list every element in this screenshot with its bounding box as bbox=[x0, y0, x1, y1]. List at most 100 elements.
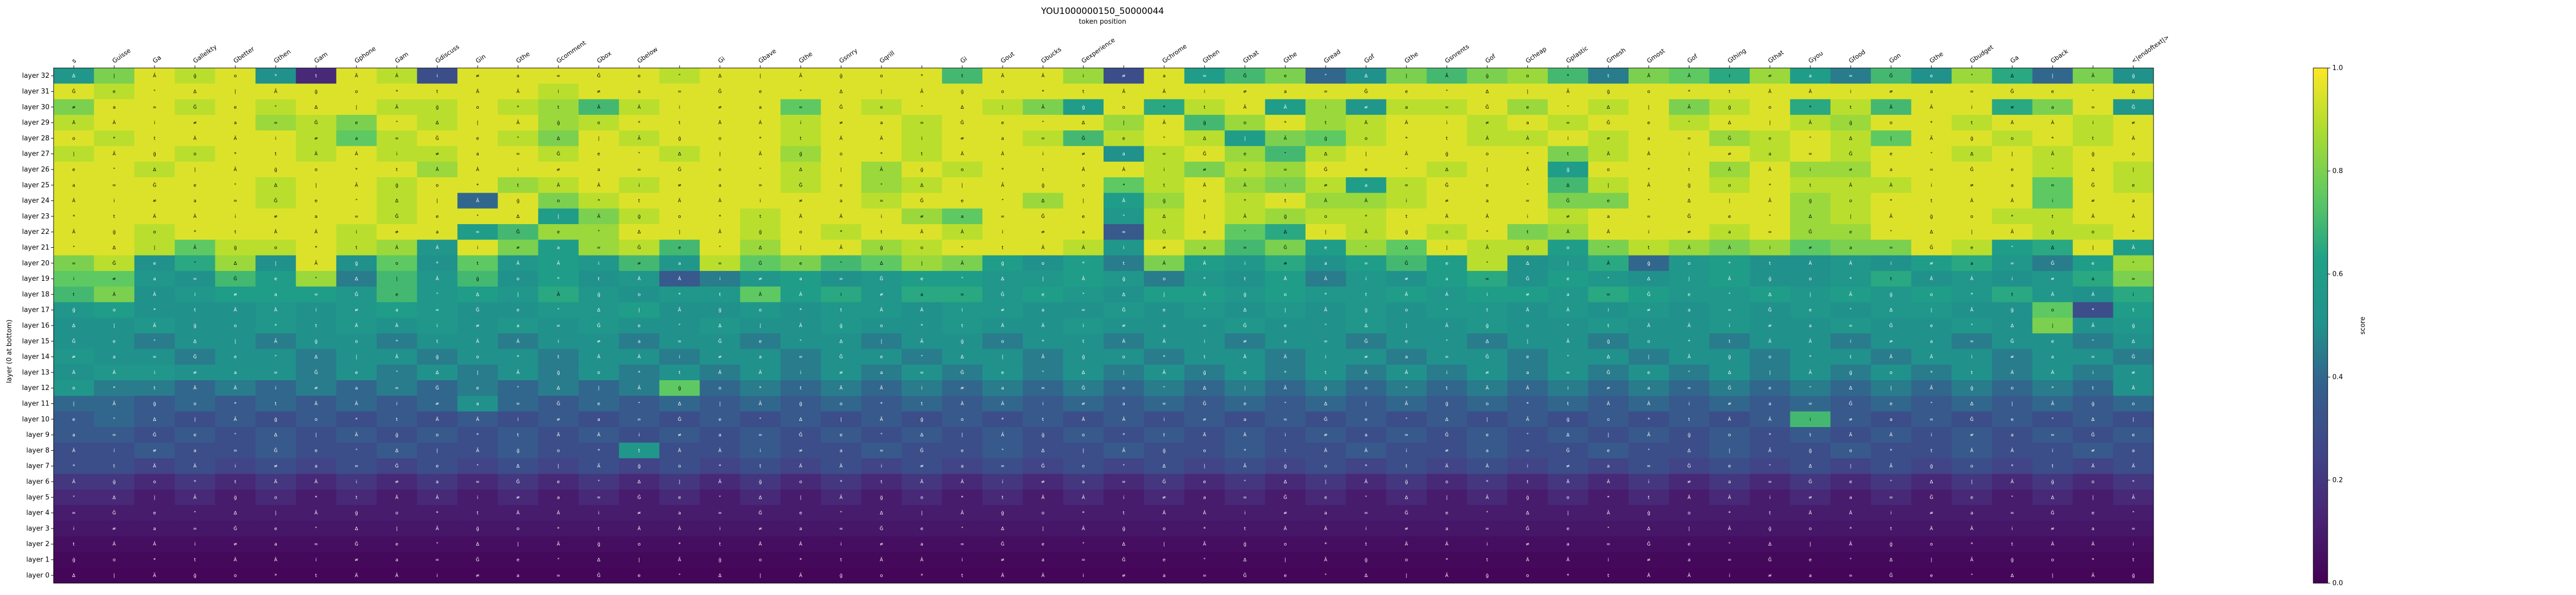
heatmap-cell bbox=[1225, 208, 1266, 225]
cell-token-glyph: Ğ bbox=[1889, 73, 1893, 79]
cell-token-glyph: t bbox=[396, 167, 398, 173]
cell-token-glyph: t bbox=[638, 199, 640, 204]
cell-token-glyph: Â bbox=[961, 229, 964, 235]
cell-token-glyph: = bbox=[2050, 433, 2055, 438]
cell-token-glyph: " bbox=[1325, 74, 1327, 79]
cell-token-glyph: ≠ bbox=[476, 74, 480, 79]
heatmap-cell bbox=[1427, 83, 1467, 100]
heatmap-cell bbox=[1225, 146, 1266, 162]
cell-token-glyph: * bbox=[275, 573, 277, 579]
cell-token-glyph: " bbox=[1850, 308, 1852, 313]
cell-token-glyph: ≠ bbox=[1687, 480, 1691, 485]
cell-token-glyph: ğ bbox=[597, 292, 600, 297]
cell-token-glyph: Ä bbox=[1162, 511, 1166, 516]
cell-token-glyph: Ğ bbox=[1283, 494, 1287, 500]
heatmap-cell bbox=[1952, 99, 1992, 115]
cell-token-glyph: Ä bbox=[1566, 479, 1570, 485]
heatmap-cell bbox=[1830, 208, 1871, 225]
cell-token-glyph: i bbox=[1809, 167, 1811, 173]
cell-token-glyph: i bbox=[2052, 199, 2054, 204]
cell-token-glyph: " bbox=[598, 230, 600, 235]
cell-token-glyph: | bbox=[880, 89, 882, 94]
cell-token-glyph: * bbox=[1607, 495, 1610, 500]
cell-token-glyph: ∆ bbox=[2050, 495, 2055, 500]
cell-token-glyph: Ğ bbox=[920, 198, 924, 204]
heatmap-cell bbox=[1063, 114, 1104, 131]
cell-token-glyph: ∆ bbox=[1364, 74, 1368, 79]
cell-token-glyph: | bbox=[2092, 495, 2094, 500]
cell-token-glyph: i bbox=[1729, 573, 1731, 579]
cell-token-glyph: a bbox=[557, 495, 560, 500]
cell-token-glyph: e bbox=[840, 433, 843, 438]
cell-token-glyph: ğ bbox=[1405, 480, 1408, 485]
cell-token-glyph: | bbox=[679, 230, 680, 235]
cell-token-glyph: Ä bbox=[839, 135, 843, 141]
heatmap-cell bbox=[1467, 114, 1508, 131]
cell-token-glyph: ğ bbox=[1526, 245, 1529, 250]
cell-token-glyph: ∆ bbox=[1162, 464, 1166, 469]
cell-token-glyph: a bbox=[719, 433, 722, 438]
heatmap-cell bbox=[1104, 114, 1144, 131]
heatmap-cell bbox=[255, 177, 296, 193]
heatmap-cell bbox=[255, 193, 296, 209]
cell-token-glyph: e bbox=[557, 480, 560, 485]
cell-token-glyph: * bbox=[1365, 464, 1367, 469]
cell-token-glyph: a bbox=[315, 214, 318, 219]
heatmap-cell bbox=[1669, 114, 1710, 131]
cell-token-glyph: ∆ bbox=[1243, 558, 1247, 563]
cell-token-glyph: e bbox=[597, 152, 600, 157]
cell-token-glyph: Â bbox=[1768, 166, 1772, 173]
cell-token-glyph: i bbox=[1406, 199, 1408, 204]
cell-token-glyph: t bbox=[719, 292, 721, 297]
heatmap-cell bbox=[457, 193, 498, 209]
heatmap-cell bbox=[377, 224, 417, 240]
cell-token-glyph: Â bbox=[274, 307, 278, 313]
heatmap-cell bbox=[982, 99, 1023, 115]
heatmap-cell bbox=[54, 114, 94, 131]
cell-token-glyph: e bbox=[719, 167, 722, 173]
cell-token-glyph: " bbox=[1890, 230, 1892, 235]
cell-token-glyph: a bbox=[840, 448, 843, 453]
cell-token-glyph: Â bbox=[1364, 447, 1368, 453]
cell-token-glyph: * bbox=[154, 308, 156, 313]
heatmap-cell bbox=[942, 99, 983, 115]
cell-token-glyph: " bbox=[2052, 167, 2054, 173]
cell-token-glyph: = bbox=[799, 105, 803, 110]
cell-token-glyph: ≠ bbox=[354, 308, 359, 313]
cell-token-glyph: ∆ bbox=[274, 433, 278, 438]
heatmap-cell bbox=[336, 130, 377, 147]
cell-token-glyph: Ã bbox=[718, 479, 722, 485]
cell-token-glyph: t bbox=[1728, 89, 1731, 94]
cell-token-glyph: i bbox=[2052, 448, 2054, 453]
y-tick-label: layer 23 bbox=[22, 213, 49, 220]
heatmap-cell bbox=[619, 99, 660, 115]
cell-token-glyph: " bbox=[396, 121, 398, 126]
heatmap-cell bbox=[821, 177, 862, 193]
cell-token-glyph: Â bbox=[920, 557, 924, 563]
heatmap-cell bbox=[902, 130, 942, 147]
cell-token-glyph: e bbox=[315, 199, 318, 204]
cell-token-glyph: Ã bbox=[1930, 385, 1934, 391]
cell-token-glyph: Â bbox=[234, 135, 238, 141]
cell-token-glyph: t bbox=[1244, 277, 1246, 282]
cell-token-glyph: ğ bbox=[1930, 214, 1933, 219]
cell-token-glyph: ≠ bbox=[1687, 230, 1691, 235]
cell-token-glyph: * bbox=[557, 526, 560, 532]
cell-token-glyph: " bbox=[73, 495, 75, 500]
cell-token-glyph: " bbox=[1325, 573, 1327, 579]
heatmap-cell bbox=[1629, 99, 1669, 115]
cell-token-glyph: t bbox=[880, 480, 883, 485]
cell-token-glyph: Ğ bbox=[839, 354, 843, 360]
heatmap-cell bbox=[2113, 208, 2154, 225]
heatmap-cell bbox=[175, 193, 216, 209]
cell-token-glyph: Ğ bbox=[1001, 291, 1005, 297]
heatmap-cell bbox=[659, 208, 700, 225]
cell-token-glyph: ğ bbox=[638, 464, 641, 469]
cell-token-glyph: Ğ bbox=[1243, 322, 1247, 329]
cell-token-glyph: ğ bbox=[1688, 433, 1691, 438]
cell-token-glyph: ∆ bbox=[72, 573, 76, 579]
heatmap-cell bbox=[780, 99, 821, 115]
heatmap-cell bbox=[336, 161, 377, 178]
heatmap-cell bbox=[740, 177, 781, 193]
